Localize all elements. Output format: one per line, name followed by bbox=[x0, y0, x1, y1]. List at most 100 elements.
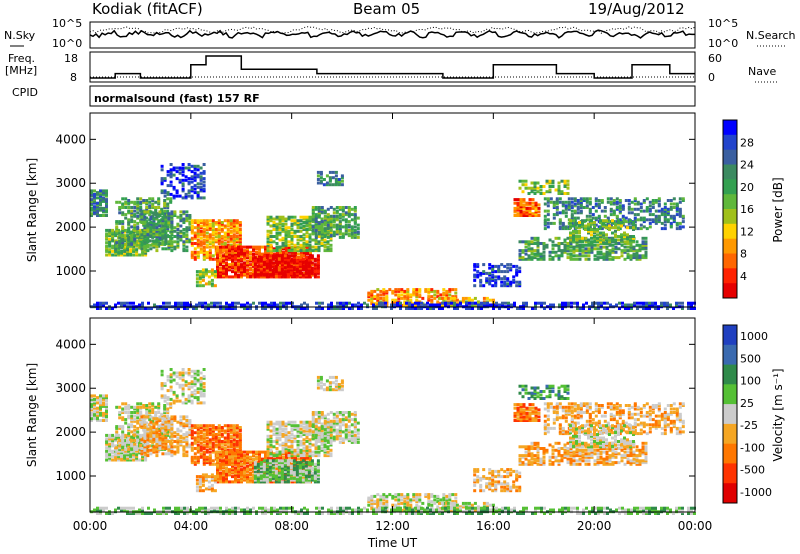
velocity-cell bbox=[222, 476, 225, 480]
power-cell bbox=[208, 233, 212, 237]
velocity-cell bbox=[210, 476, 214, 480]
power-cell bbox=[286, 264, 290, 268]
velocity-cell bbox=[323, 414, 327, 418]
velocity-cell bbox=[96, 413, 99, 417]
power-cell bbox=[208, 224, 212, 228]
velocity-cell bbox=[293, 424, 297, 428]
power-cell bbox=[136, 206, 140, 209]
velocity-cell bbox=[388, 493, 392, 497]
power-cell bbox=[234, 268, 237, 272]
power-cell bbox=[173, 229, 177, 233]
power-cell bbox=[311, 249, 315, 253]
power-cell bbox=[237, 245, 240, 249]
power-cell bbox=[308, 217, 312, 221]
velocity-cell bbox=[216, 462, 219, 466]
power-cell bbox=[196, 164, 200, 168]
power-cell bbox=[219, 245, 222, 249]
velocity-cell bbox=[329, 441, 333, 445]
velocity-cell bbox=[235, 436, 239, 440]
power-cell bbox=[149, 210, 153, 214]
power-cell bbox=[199, 226, 203, 230]
velocity-cell bbox=[161, 441, 165, 445]
velocity-cell bbox=[334, 386, 338, 390]
power-cell bbox=[253, 268, 257, 272]
velocity-cell bbox=[211, 429, 215, 433]
power-cell bbox=[146, 233, 150, 237]
power-cell bbox=[220, 228, 224, 231]
velocity-cell bbox=[331, 375, 335, 379]
velocity-cell bbox=[253, 480, 257, 484]
velocity-cell bbox=[225, 468, 228, 472]
power-cell bbox=[105, 228, 109, 232]
velocity-cell bbox=[139, 442, 143, 446]
velocity-cell bbox=[149, 415, 153, 419]
power-cell bbox=[211, 222, 215, 226]
velocity-cell bbox=[232, 426, 236, 429]
power-cell bbox=[272, 224, 276, 228]
velocity-cell bbox=[140, 417, 144, 421]
power-cell bbox=[130, 200, 134, 204]
velocity-cell bbox=[146, 450, 150, 454]
power-cell bbox=[226, 228, 230, 231]
velocity-cell bbox=[216, 468, 219, 472]
velocity-cell bbox=[353, 440, 357, 444]
velocity-cell bbox=[313, 473, 317, 477]
velocity-cell bbox=[238, 447, 242, 450]
power-cell bbox=[139, 200, 143, 204]
velocity-cell bbox=[188, 433, 192, 436]
velocity-cell bbox=[138, 433, 142, 437]
power-cell bbox=[231, 245, 234, 249]
velocity-cell bbox=[182, 436, 186, 440]
velocity-cell bbox=[350, 430, 354, 434]
velocity-cell bbox=[320, 439, 324, 443]
velocity-cell bbox=[93, 413, 96, 417]
velocity-cell bbox=[96, 408, 99, 412]
power-cell bbox=[385, 289, 389, 293]
power-cell bbox=[292, 268, 296, 272]
velocity-cell bbox=[193, 436, 197, 440]
power-cell bbox=[326, 223, 330, 227]
velocity-cell bbox=[238, 440, 242, 443]
velocity-cell bbox=[376, 500, 380, 504]
power-cell bbox=[265, 254, 269, 258]
velocity-cell bbox=[196, 426, 200, 429]
power-cell bbox=[90, 199, 93, 203]
power-cell bbox=[99, 192, 102, 196]
velocity-cell bbox=[329, 433, 333, 437]
velocity-cell bbox=[111, 442, 115, 446]
power-cell bbox=[412, 293, 416, 297]
velocity-cell bbox=[264, 450, 267, 454]
power-cell bbox=[185, 228, 189, 231]
power-cell bbox=[108, 234, 112, 238]
velocity-cell bbox=[322, 388, 326, 392]
velocity-cell bbox=[403, 500, 407, 504]
velocity-cell bbox=[202, 424, 206, 428]
power-cell bbox=[193, 184, 197, 188]
velocity-cell bbox=[175, 371, 179, 375]
power-cell bbox=[335, 223, 339, 227]
power-cell bbox=[246, 273, 249, 277]
velocity-cell bbox=[280, 480, 284, 484]
velocity-cell bbox=[259, 476, 263, 480]
power-cell bbox=[214, 231, 218, 235]
velocity-cell bbox=[196, 447, 200, 450]
power-cell bbox=[196, 182, 200, 186]
velocity-cell bbox=[225, 466, 228, 470]
velocity-cell bbox=[289, 473, 293, 477]
power-cell bbox=[210, 278, 214, 282]
velocity-cell bbox=[163, 411, 167, 414]
velocity-cell bbox=[157, 407, 161, 411]
power-cell bbox=[277, 271, 281, 275]
power-cell bbox=[256, 264, 260, 268]
velocity-cell bbox=[258, 454, 261, 458]
velocity-cell bbox=[277, 464, 281, 468]
power-cell bbox=[353, 225, 357, 229]
power-cell bbox=[121, 239, 125, 243]
power-cell bbox=[207, 280, 211, 284]
power-cell bbox=[152, 240, 156, 244]
power-cell bbox=[204, 282, 208, 286]
velocity-cell bbox=[170, 436, 174, 440]
velocity-cell bbox=[118, 425, 122, 429]
power-cell bbox=[249, 257, 252, 261]
power-cell bbox=[320, 232, 324, 236]
